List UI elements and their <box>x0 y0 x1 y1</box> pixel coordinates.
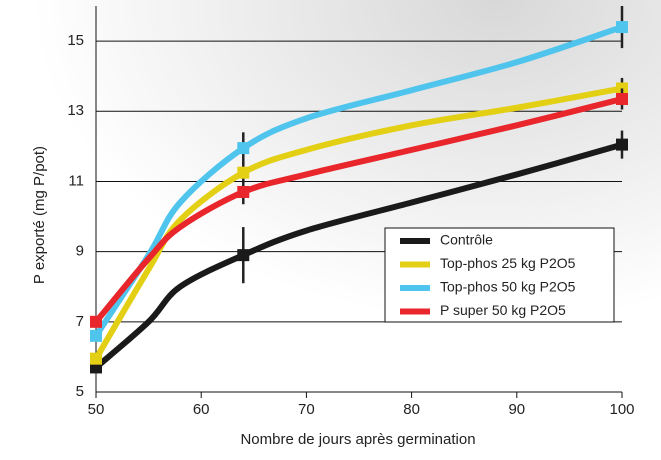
series-line <box>94 141 623 370</box>
marker <box>237 249 250 262</box>
marker <box>90 329 102 342</box>
legend-swatch <box>400 261 430 268</box>
y-tick-label: 5 <box>76 383 84 400</box>
marker <box>90 315 102 328</box>
series-line <box>93 96 623 324</box>
y-tick-label: 9 <box>76 243 84 260</box>
x-tick-label: 70 <box>298 401 315 418</box>
marker <box>90 352 102 365</box>
legend-label: Contrôle <box>440 232 493 248</box>
marker <box>237 166 250 179</box>
marker <box>616 21 628 34</box>
y-tick-label: 13 <box>67 102 84 119</box>
legend-swatch <box>400 238 430 244</box>
y-tick-label: 11 <box>68 172 84 189</box>
x-tick-label: 100 <box>609 401 634 418</box>
marker <box>616 92 628 105</box>
legend-swatch <box>400 285 430 291</box>
marker <box>237 142 250 155</box>
legend-swatch <box>400 308 430 315</box>
series-line <box>93 24 623 338</box>
x-tick-label: 60 <box>193 401 210 418</box>
legend-label: Top-phos 25 kg P2O5 <box>440 255 576 271</box>
y-tick-label: 7 <box>76 313 84 330</box>
y-axis-title: P exporté (mg P/pot) <box>31 146 48 284</box>
x-tick-label: 80 <box>403 401 420 418</box>
x-axis-title: Nombre de jours après germination <box>240 431 475 448</box>
series-line <box>93 85 623 361</box>
x-tick-label: 90 <box>508 401 525 418</box>
legend-label: Top-phos 50 kg P2O5 <box>440 279 576 295</box>
marker <box>616 138 628 151</box>
x-tick-label: 50 <box>88 401 105 418</box>
marker <box>237 185 250 198</box>
legend-label: P super 50 kg P2O5 <box>440 302 566 318</box>
y-tick-label: 15 <box>67 32 84 49</box>
